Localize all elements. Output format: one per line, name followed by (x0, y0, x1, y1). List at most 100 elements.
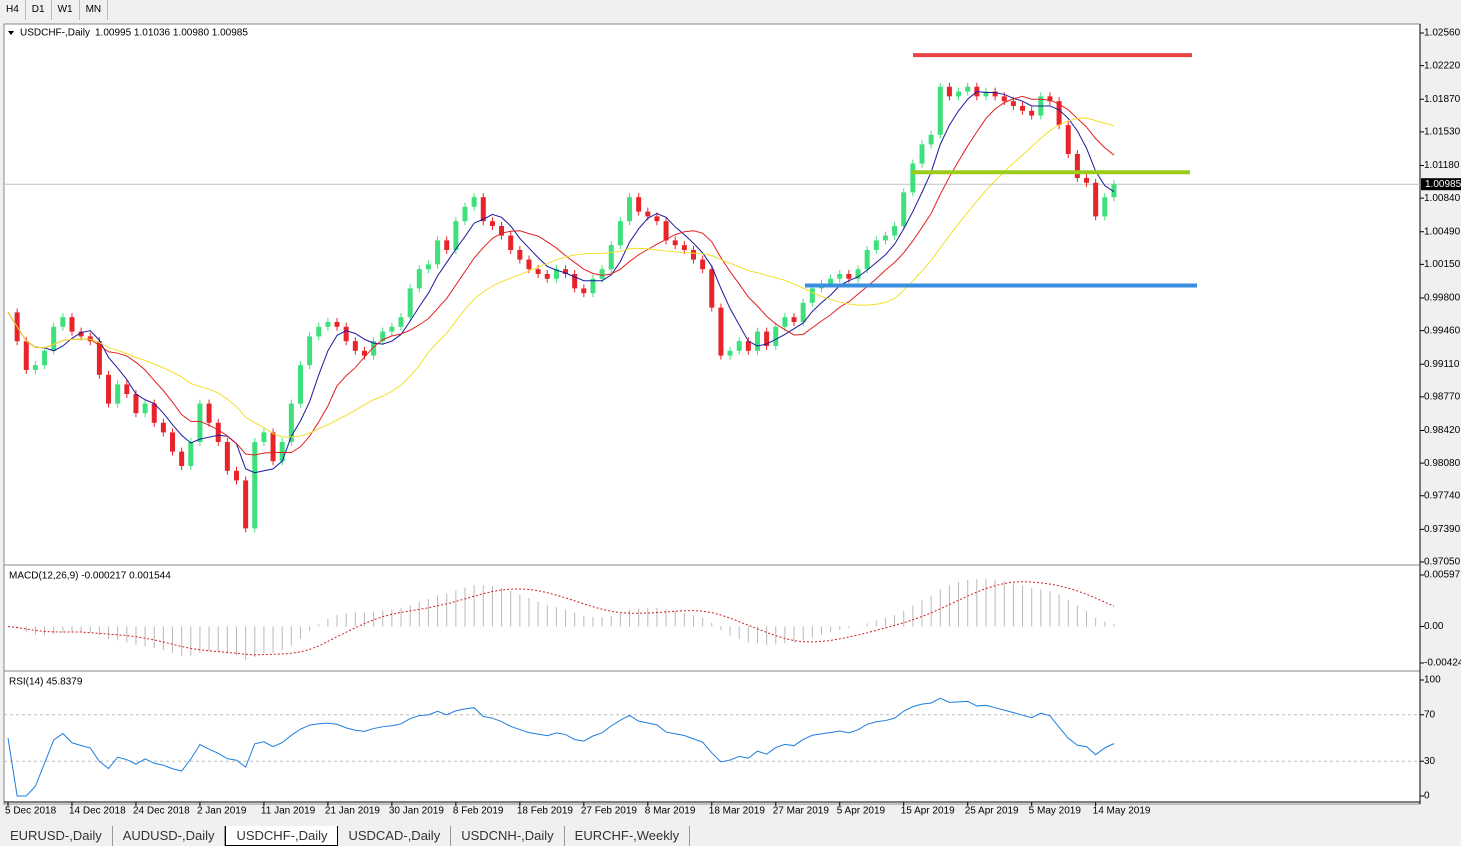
y-tick-label: 1.01530 (1424, 127, 1461, 138)
timeframe-button[interactable]: W1 (52, 0, 80, 20)
candle (1020, 105, 1026, 111)
candle (78, 331, 84, 337)
candle (106, 374, 112, 404)
candle (563, 269, 569, 274)
y-tick-label: 0.98420 (1424, 425, 1461, 436)
candle (599, 269, 605, 279)
candle (60, 317, 66, 327)
candle (745, 341, 751, 351)
chart-tab[interactable]: USDCNH-,Daily (451, 826, 565, 846)
timeframe-button[interactable]: H4 (0, 0, 26, 20)
collapse-icon[interactable] (8, 31, 14, 35)
rsi-line (7, 697, 1115, 797)
x-tick-label: 25 Apr 2019 (965, 806, 1019, 817)
moving-average (7, 117, 1115, 438)
candle (1029, 110, 1035, 116)
timeframe-button[interactable]: MN (80, 0, 109, 20)
candle (243, 480, 249, 529)
chart-tab[interactable]: AUDUSD-,Daily (113, 826, 226, 846)
y-tick-label: 0.97390 (1424, 524, 1461, 535)
x-tick-label: 18 Mar 2019 (709, 806, 766, 817)
y-tick-label: 0.99460 (1424, 325, 1461, 336)
candle (508, 235, 514, 250)
x-tick-label: 14 Dec 2018 (69, 806, 126, 817)
x-tick-label: 27 Feb 2019 (581, 806, 638, 817)
candle (371, 341, 377, 356)
x-tick-label: 30 Jan 2019 (389, 806, 444, 817)
candle (645, 211, 651, 217)
candle (764, 331, 770, 346)
candle (727, 350, 733, 356)
y-tick-label: 1.00490 (1424, 226, 1461, 237)
candle (307, 336, 313, 366)
candle (526, 259, 532, 270)
candle (224, 441, 230, 471)
x-tick-label: 18 Feb 2019 (517, 806, 574, 817)
x-tick-label: 8 Mar 2019 (645, 806, 696, 817)
candle (1084, 177, 1090, 183)
candle (170, 432, 176, 452)
y-tick-label: 1.01870 (1424, 94, 1461, 105)
macd-title: MACD(12,26,9) -0.000217 0.001544 (9, 571, 171, 582)
candle (151, 403, 157, 423)
candle (389, 326, 395, 332)
chart-tab[interactable]: EURCHF-,Weekly (565, 826, 691, 846)
candle (462, 206, 468, 222)
candle (188, 441, 194, 466)
y-tick-label: 30 (1424, 756, 1436, 767)
candle (352, 341, 358, 351)
candle (956, 91, 962, 97)
candle (965, 86, 971, 92)
candle (234, 470, 239, 481)
chart-tab[interactable]: EURUSD-,Daily (0, 826, 113, 846)
candle (983, 91, 989, 97)
candle (1001, 96, 1007, 102)
candle (672, 240, 678, 246)
candle (992, 91, 998, 97)
candle (453, 221, 459, 250)
candle (773, 326, 779, 346)
candle (124, 384, 130, 394)
candle (681, 245, 687, 250)
chart-tab[interactable]: USDCAD-,Daily (338, 826, 452, 846)
candle (791, 317, 797, 322)
candle (800, 302, 806, 322)
candle (1102, 197, 1108, 217)
candle (197, 403, 203, 442)
y-tick-label: 1.00150 (1424, 259, 1461, 270)
candle (42, 350, 48, 366)
candle (316, 326, 322, 337)
candle (435, 240, 441, 265)
candle (215, 422, 221, 442)
timeframe-button[interactable]: D1 (26, 0, 52, 20)
candle (654, 216, 660, 222)
candle (828, 278, 834, 284)
y-tick-label: 0.98770 (1424, 392, 1461, 403)
candle (142, 403, 148, 414)
candle (179, 451, 185, 466)
candle (700, 259, 706, 270)
candle (691, 249, 696, 260)
candle (1047, 96, 1053, 102)
candle (663, 221, 669, 241)
candle (882, 235, 888, 241)
candle (590, 278, 596, 294)
candle (425, 264, 431, 270)
candle (471, 197, 477, 207)
y-tick-label: 0.00 (1424, 621, 1444, 632)
candle (489, 221, 495, 226)
candle (407, 288, 413, 318)
candle (627, 197, 633, 222)
y-tick-label: 1.00840 (1424, 193, 1461, 204)
candle (608, 245, 614, 270)
candle (270, 432, 276, 462)
x-tick-label: 5 Dec 2018 (5, 806, 57, 817)
x-tick-label: 2 Jan 2019 (197, 806, 247, 817)
chart: USDCHF-,Daily 1.00995 1.01036 1.00980 1.… (3, 23, 1461, 817)
candle (946, 86, 952, 97)
chart-tab[interactable]: USDCHF-,Daily (225, 826, 339, 846)
y-tick-label: 0.99800 (1424, 293, 1461, 304)
y-tick-label: 0.97740 (1424, 490, 1461, 501)
candle (115, 384, 121, 404)
